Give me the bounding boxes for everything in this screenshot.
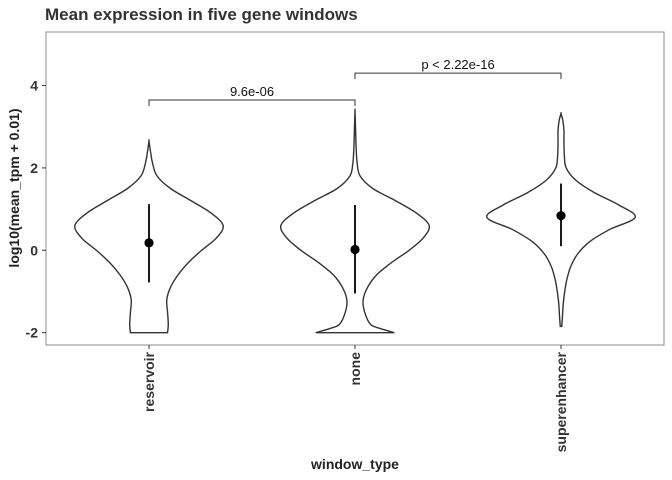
y-tick-label: 2 — [30, 160, 38, 176]
bracket-label-reservoir-none: 9.6e-06 — [230, 84, 274, 99]
chart-title: Mean expression in five gene windows — [45, 5, 358, 24]
x-tick-label-reservoir: reservoir — [141, 351, 157, 411]
bracket-reservoir-none — [148, 99, 356, 106]
x-axis: reservoir none superenhancer — [141, 345, 569, 452]
violin-superenhancer — [486, 111, 636, 328]
y-axis: -2 0 2 4 — [26, 78, 46, 341]
x-tick-label-superenhancer: superenhancer — [553, 351, 569, 452]
mean-point-superenhancer — [556, 211, 566, 221]
comparison-brackets: 9.6e-06 p < 2.22e-16 — [148, 57, 562, 106]
bracket-none-superenhancer — [354, 72, 562, 80]
bracket-label-none-superenhancer: p < 2.22e-16 — [421, 57, 494, 72]
y-tick-label: 4 — [30, 78, 38, 94]
y-tick-label: 0 — [30, 242, 38, 258]
violins-layer — [74, 108, 636, 334]
mean-point-none — [350, 244, 360, 255]
violin-none — [279, 108, 431, 334]
x-axis-title: window_type — [310, 456, 399, 472]
y-axis-title: log10(mean_tpm + 0.01) — [6, 108, 22, 267]
mean-point-reservoir — [144, 238, 154, 248]
violin-reservoir — [74, 139, 224, 334]
errorbars-layer — [144, 183, 566, 294]
x-tick-label-none: none — [347, 352, 363, 386]
y-tick-label: -2 — [26, 325, 39, 341]
